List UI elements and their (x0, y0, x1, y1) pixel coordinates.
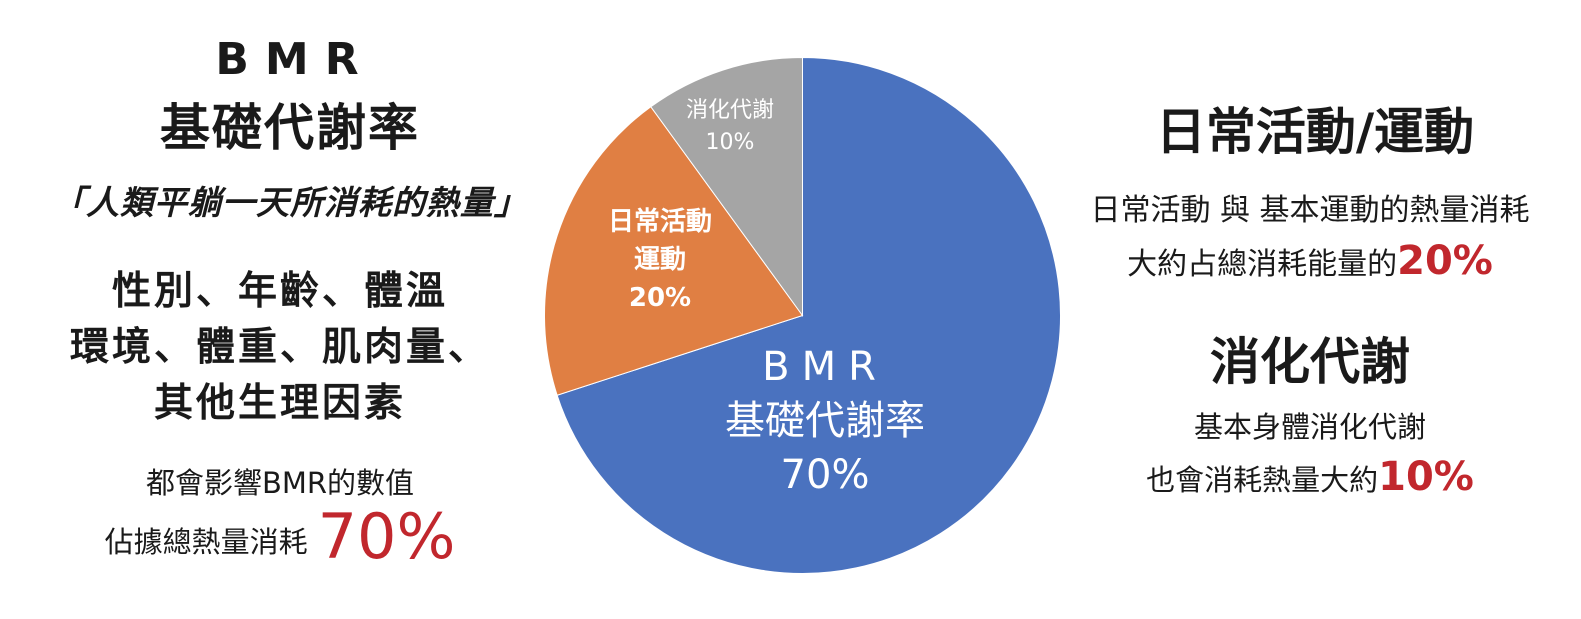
daily-desc-line-2-text: 大約占總消耗能量的 (1127, 247, 1398, 282)
pie-slice-bmr (556, 56, 1061, 574)
pie-label-bmr-line1: BMR (762, 344, 888, 390)
pie-slice-digestion (650, 56, 803, 318)
bmr-factors: 性別、年齡、體溫 環境、體重、肌肉量、 其他生理因素 (30, 264, 530, 432)
daily-desc-line-2: 大約占總消耗能量的20% (1050, 236, 1570, 290)
bmr-definition-quote: 「人類平躺一天所消耗的熱量」 (52, 183, 528, 222)
pie-svg (544, 56, 1061, 574)
daily-desc-line-1: 日常活動 與 基本運動的熱量消耗 (1090, 193, 1530, 228)
bmr-occupy-text: 佔據總熱量消耗 (104, 525, 308, 559)
bmr-title-en: BMR (215, 34, 375, 85)
digest-desc-line-2: 也會消耗熱量大約10% (1080, 452, 1540, 505)
pie-label-digest-value: 10% (705, 130, 755, 155)
factors-line-2: 環境、體重、肌肉量、 (69, 325, 490, 370)
bmr-description-panel: BMR 基礎代謝率 「人類平躺一天所消耗的熱量」 性別、年齡、體溫 環境、體重、… (0, 0, 560, 619)
digest-percent: 10% (1378, 454, 1474, 500)
pie-label-bmr: BMR 基礎代謝率 70% (695, 340, 955, 502)
daily-activity-description: 日常活動 與 基本運動的熱量消耗 大約占總消耗能量的20% (1050, 186, 1570, 290)
digestion-title: 消化代謝 (1210, 333, 1410, 391)
energy-pie-chart: BMR 基礎代謝率 70% 日常活動 運動 20% 消化代謝 10% (540, 53, 1065, 578)
digestion-description: 基本身體消化代謝 也會消耗熱量大約10% (1080, 402, 1540, 505)
bmr-title-zh: 基礎代謝率 (160, 99, 420, 157)
pie-label-daily-line2: 運動 (633, 245, 686, 275)
pie-slice-daily-activity (544, 106, 804, 396)
pie-label-daily-line1: 日常活動 (607, 207, 712, 237)
bmr-affect-text: 都會影響BMR的數值 (145, 466, 415, 500)
bmr-occupy-line: 佔據總熱量消耗 70% (40, 500, 520, 573)
pie-label-bmr-value: 70% (780, 452, 870, 498)
daily-activity-title: 日常活動/運動 (1155, 103, 1475, 161)
factors-line-3: 其他生理因素 (153, 381, 406, 426)
pie-label-daily: 日常活動 運動 20% (580, 203, 740, 317)
digest-desc-line-1: 基本身體消化代謝 (1193, 410, 1426, 444)
pie-label-digest: 消化代謝 10% (670, 95, 790, 159)
factors-line-1: 性別、年齡、體溫 (111, 269, 448, 314)
bmr-occupy-percent: 70% (317, 500, 456, 573)
pie-label-daily-value: 20% (628, 283, 692, 313)
pie-label-bmr-line2: 基礎代謝率 (725, 398, 925, 444)
daily-percent: 20% (1397, 238, 1493, 284)
digest-desc-line-2-text: 也會消耗熱量大約 (1146, 463, 1379, 497)
pie-label-digest-line1: 消化代謝 (685, 98, 774, 123)
